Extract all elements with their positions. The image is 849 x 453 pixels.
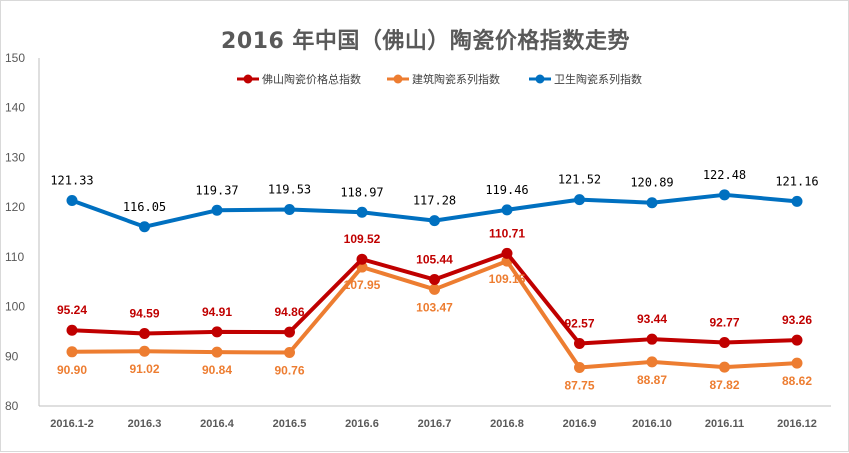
x-tick-label: 2016.9 bbox=[563, 418, 597, 430]
data-point bbox=[211, 204, 223, 216]
y-tick-label: 140 bbox=[5, 101, 25, 115]
data-label: 121.52 bbox=[558, 173, 601, 187]
data-label: 121.16 bbox=[775, 174, 818, 188]
data-point bbox=[284, 347, 295, 359]
data-point bbox=[284, 326, 295, 338]
data-point bbox=[574, 338, 585, 350]
y-tick-label: 120 bbox=[5, 200, 25, 214]
data-point bbox=[356, 206, 368, 218]
data-label: 95.24 bbox=[57, 303, 87, 317]
data-point bbox=[791, 334, 803, 346]
data-point bbox=[719, 337, 730, 349]
data-point bbox=[719, 189, 730, 201]
data-label: 109.15 bbox=[489, 272, 526, 286]
data-label: 121.33 bbox=[50, 174, 93, 188]
data-point bbox=[574, 361, 585, 373]
data-point bbox=[429, 283, 440, 295]
data-label: 110.71 bbox=[489, 226, 525, 240]
legend-label: 卫生陶瓷系列指数 bbox=[554, 72, 642, 86]
data-label: 103.47 bbox=[416, 300, 453, 314]
data-point bbox=[646, 333, 658, 345]
data-point bbox=[356, 253, 368, 265]
data-point bbox=[791, 357, 803, 369]
data-label: 109.52 bbox=[344, 232, 381, 246]
x-tick-label: 2016.10 bbox=[632, 418, 672, 430]
data-label: 87.75 bbox=[564, 378, 594, 392]
data-label: 90.76 bbox=[274, 364, 304, 378]
chart-title: 2016 年中国（佛山）陶瓷价格指数走势 bbox=[221, 29, 630, 54]
x-tick-label: 2016.6 bbox=[345, 418, 379, 430]
series-line bbox=[71, 251, 798, 346]
data-label: 88.62 bbox=[782, 374, 812, 388]
x-tick-label: 2016.8 bbox=[490, 418, 524, 430]
legend-label: 佛山陶瓷价格总指数 bbox=[262, 72, 361, 86]
data-point bbox=[211, 326, 223, 338]
data-label: 93.44 bbox=[637, 312, 667, 326]
data-label: 90.84 bbox=[202, 363, 232, 377]
data-label: 107.95 bbox=[344, 278, 381, 292]
data-point bbox=[791, 195, 803, 207]
legend-marker bbox=[393, 74, 403, 84]
legend-item: 建筑陶瓷系列指数 bbox=[387, 72, 500, 86]
data-point bbox=[66, 346, 78, 358]
data-label: 94.91 bbox=[202, 305, 232, 319]
x-tick-label: 2016.11 bbox=[705, 418, 744, 430]
data-point bbox=[139, 327, 150, 339]
data-point bbox=[501, 247, 513, 259]
x-tick-label: 2016.5 bbox=[273, 418, 307, 430]
x-tick-label: 2016.1-2 bbox=[50, 418, 93, 430]
legend-label: 建筑陶瓷系列指数 bbox=[412, 72, 500, 86]
data-label: 119.53 bbox=[268, 182, 311, 196]
data-label: 119.46 bbox=[485, 183, 528, 197]
x-tick-label: 2016.12 bbox=[777, 418, 817, 430]
y-tick-label: 90 bbox=[5, 349, 19, 363]
data-point bbox=[66, 195, 78, 207]
data-label: 118.97 bbox=[340, 185, 383, 199]
y-tick-label: 130 bbox=[5, 150, 25, 164]
legend-marker bbox=[243, 74, 253, 84]
legend-item: 卫生陶瓷系列指数 bbox=[529, 72, 642, 86]
y-tick-label: 100 bbox=[5, 300, 25, 314]
data-label: 116.05 bbox=[123, 200, 166, 214]
x-tick-label: 2016.3 bbox=[128, 418, 162, 430]
data-point bbox=[646, 197, 658, 209]
data-point bbox=[574, 194, 585, 206]
data-point bbox=[501, 204, 513, 216]
data-point bbox=[139, 221, 150, 233]
data-label: 119.37 bbox=[195, 183, 238, 197]
data-label: 120.89 bbox=[630, 176, 673, 190]
data-label: 92.77 bbox=[709, 316, 739, 330]
x-tick-label: 2016.7 bbox=[418, 418, 452, 430]
data-point bbox=[139, 345, 150, 357]
data-point bbox=[429, 274, 440, 286]
legend-marker bbox=[535, 74, 545, 84]
x-tick-label: 2016.4 bbox=[200, 418, 235, 430]
data-label: 87.82 bbox=[709, 378, 739, 392]
data-label: 90.90 bbox=[57, 363, 87, 377]
data-label: 105.44 bbox=[416, 253, 453, 267]
data-point bbox=[66, 324, 78, 336]
data-point bbox=[429, 215, 440, 227]
data-label: 92.57 bbox=[564, 317, 594, 331]
data-point bbox=[211, 346, 223, 358]
data-point bbox=[284, 203, 295, 215]
data-point bbox=[719, 361, 730, 373]
y-tick-label: 150 bbox=[5, 51, 25, 65]
data-label: 94.59 bbox=[129, 306, 159, 320]
legend-item: 佛山陶瓷价格总指数 bbox=[237, 72, 361, 86]
data-label: 117.28 bbox=[413, 194, 456, 208]
data-label: 93.26 bbox=[782, 313, 812, 327]
data-point bbox=[646, 356, 658, 368]
data-label: 88.87 bbox=[637, 373, 667, 387]
data-label: 94.86 bbox=[274, 305, 304, 319]
y-tick-label: 80 bbox=[5, 399, 19, 413]
y-tick-label: 110 bbox=[5, 250, 24, 264]
data-label: 91.02 bbox=[129, 362, 159, 376]
data-label: 122.48 bbox=[703, 168, 746, 182]
